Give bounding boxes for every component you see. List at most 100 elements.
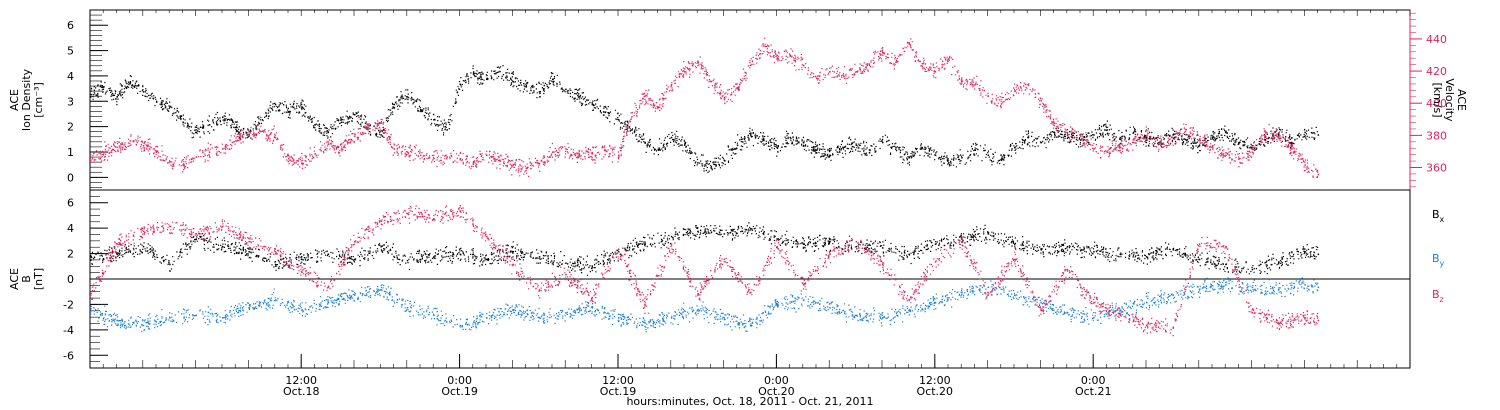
left-tick-label: 4 [67,70,74,83]
ion-density-point [697,162,699,164]
ion-density-point [195,131,198,134]
velocity-point [1119,146,1122,149]
ion-density-point [776,146,778,149]
field-bz-point [433,218,435,220]
field-bx-point [987,233,990,235]
ion-density-point [1212,136,1214,139]
velocity-point [433,157,435,160]
ion-density-point [222,116,224,118]
top-left-ylabel-line: [cm⁻³] [32,82,45,118]
field-bx-point [670,235,673,238]
field-by-point [142,324,145,327]
ion-density-point [406,96,409,98]
shared-x-axis: 12:00Oct.180:00Oct.1912:00Oct.190:00Oct.… [89,10,1411,398]
velocity-point [1198,138,1201,141]
velocity-point [1014,90,1016,92]
left-tick-label: 6 [67,19,74,32]
x-tick-date: Oct.20 [917,385,954,398]
field-bz-point [855,240,858,243]
field-bx-points [90,222,1320,276]
velocity-point [499,159,501,161]
ion-density-point [750,134,752,136]
field-by-point [195,314,198,317]
velocity-point [855,71,858,73]
bottom-tick-label: 0 [67,273,74,286]
velocity-point [921,63,924,65]
ion-density-point [684,144,686,146]
field-bx-point [169,263,171,266]
velocity-point [1000,103,1003,105]
ion-density-point [156,101,158,103]
ion-density-point [1238,141,1240,144]
velocity-point [169,161,171,163]
field-by-point [618,317,620,319]
field-bz-point [222,225,224,228]
x-tick-time: 0:00 [447,374,472,387]
x-axis-label: hours:minutes, Oct. 18, 2011 - Oct. 21, … [626,395,873,408]
bottom-tick-label: -4 [63,324,74,337]
field-bx-point [829,240,831,243]
velocity-point [248,133,250,136]
top-panel-frame [89,9,1411,191]
field-by-point [459,324,462,327]
x-tick-time: 12:00 [919,374,951,387]
field-by-point [934,301,937,304]
velocity-point [987,95,990,97]
field-bx-point [1066,245,1069,248]
field-by-point [538,317,541,319]
field-bx-point [908,253,910,256]
velocity-point [1238,157,1240,160]
x-tick-date: Oct.19 [441,385,478,398]
velocity-point [380,122,382,124]
bottom-tick-label: -6 [63,349,74,362]
field-bz-scatter [90,205,1319,337]
velocity-point [948,58,950,60]
field-by-point [565,312,567,314]
field-bz-point [301,271,303,273]
field-by-point [301,309,303,311]
ion-density-point [420,108,422,111]
field-by-point [776,304,778,306]
right-tick-label: 400 [1426,97,1447,110]
field-bz-point [1304,317,1306,319]
field-bx-point [248,251,250,253]
ion-density-point [90,93,92,96]
velocity-point [657,106,660,108]
field-bx-point [750,228,752,230]
field-bx-point [1172,248,1174,250]
x-tick-time: 12:00 [602,374,634,387]
velocity-point [486,154,488,157]
field-bz-point [565,273,567,276]
ion-density-point [1304,131,1306,134]
x-tick-date: Oct.19 [600,385,637,398]
field-bz-point [380,220,382,222]
velocity-point [90,159,92,161]
velocity-point [1264,132,1267,134]
velocity-point [182,164,184,166]
ion-density-point [895,146,897,149]
field-bx-point [512,251,514,253]
field-bz-point [248,240,250,243]
x-tick-date: Oct.21 [1075,385,1112,398]
field-bx-point [538,256,541,258]
field-by-point [855,314,858,317]
ion-density-point [1040,141,1042,144]
field-bz-point [538,289,541,291]
bottom-tick-label: 4 [67,222,74,235]
legend-entry: By [1432,252,1445,268]
velocity-point [1251,151,1254,153]
field-bz-point [591,296,594,299]
ion-density-point [433,119,435,121]
bottom-ylabel-line: B [20,275,33,283]
right-tick-label: 360 [1426,162,1447,175]
ion-density-point [1014,146,1016,149]
field-by-point [1146,301,1148,304]
velocity-point [1066,132,1069,134]
velocity-point [1225,154,1227,157]
velocity-point [1027,83,1029,86]
velocity-point [829,71,831,73]
left-tick-label: 2 [67,121,74,134]
field-bx-point [406,259,409,262]
field-by-point [512,309,514,311]
